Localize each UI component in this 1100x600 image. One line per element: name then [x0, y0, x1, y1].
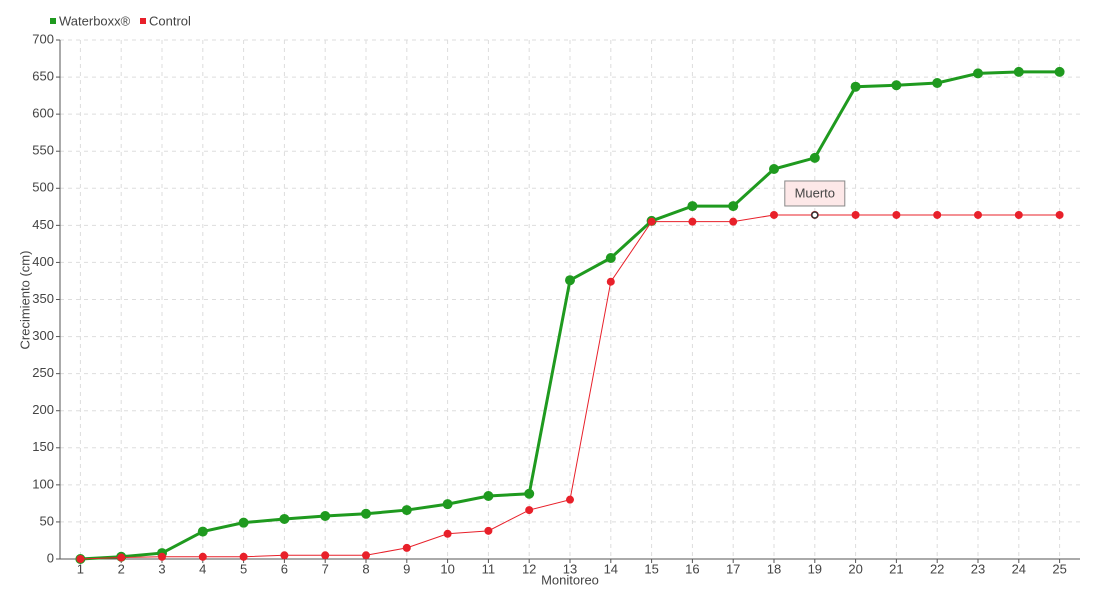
data-point	[117, 553, 126, 562]
x-tick-label: 8	[362, 561, 369, 576]
x-tick-label: 25	[1052, 561, 1066, 576]
data-point	[320, 510, 331, 521]
x-axis-label: Monitoreo	[541, 572, 599, 587]
x-tick-label: 2	[118, 561, 125, 576]
x-tick-label: 1	[77, 561, 84, 576]
x-tick-label: 24	[1012, 561, 1026, 576]
data-point	[321, 551, 330, 560]
data-point	[402, 543, 411, 552]
data-point	[647, 217, 656, 226]
data-point	[728, 201, 739, 212]
annotation-box	[784, 180, 846, 207]
y-tick-label: 350	[32, 291, 54, 306]
x-tick-label: 9	[403, 561, 410, 576]
data-point	[1055, 210, 1064, 219]
data-point	[525, 506, 534, 515]
data-point	[892, 210, 901, 219]
x-tick-label: 6	[281, 561, 288, 576]
annotation-point	[811, 211, 819, 219]
x-tick-label: 16	[685, 561, 699, 576]
data-point	[973, 68, 983, 79]
y-tick-label: 300	[32, 328, 54, 343]
x-tick-label: 5	[240, 561, 247, 576]
data-point	[239, 552, 248, 561]
x-tick-label: 23	[971, 561, 985, 576]
x-tick-label: 20	[848, 561, 862, 576]
data-point	[729, 217, 738, 226]
data-point	[606, 277, 615, 286]
legend-swatch	[140, 18, 146, 24]
y-tick-label: 200	[32, 402, 54, 417]
x-tick-label: 19	[808, 561, 822, 576]
data-point	[279, 513, 290, 524]
x-tick-label: 11	[482, 561, 496, 576]
data-point	[974, 210, 982, 219]
data-point	[605, 252, 616, 263]
data-point	[483, 490, 494, 501]
data-point	[76, 555, 85, 563]
data-point	[565, 275, 575, 286]
y-tick-label: 500	[32, 180, 54, 195]
annotation-text: Muerto	[795, 185, 835, 200]
y-tick-label: 150	[32, 439, 54, 454]
data-point	[443, 529, 452, 538]
x-tick-label: 18	[767, 561, 781, 576]
legend-label: Waterboxx®	[59, 13, 131, 28]
data-point	[1054, 66, 1065, 77]
y-tick-label: 400	[32, 254, 54, 269]
data-point	[850, 81, 861, 92]
data-point	[442, 499, 453, 510]
y-tick-label: 700	[32, 31, 54, 46]
y-axis-label: Crecimiento (cm)	[17, 251, 32, 350]
data-point	[524, 488, 535, 499]
data-point	[1014, 210, 1023, 219]
data-point	[770, 210, 778, 219]
x-tick-label: 3	[158, 561, 165, 576]
data-point	[401, 505, 412, 516]
data-point	[933, 210, 942, 219]
x-tick-label: 13	[563, 561, 577, 576]
y-tick-label: 100	[32, 476, 54, 491]
y-tick-label: 600	[32, 106, 54, 121]
data-point	[484, 526, 493, 535]
data-point	[769, 164, 779, 175]
data-point	[198, 552, 207, 561]
y-tick-label: 550	[32, 143, 54, 158]
x-tick-label: 14	[604, 561, 618, 576]
data-point	[361, 508, 371, 519]
data-point	[809, 152, 820, 163]
data-point	[1013, 66, 1024, 77]
x-tick-label: 7	[322, 561, 329, 576]
y-tick-label: 50	[40, 513, 54, 528]
y-tick-label: 250	[32, 365, 54, 380]
data-point	[891, 80, 902, 91]
x-tick-label: 4	[199, 561, 206, 576]
x-tick-label: 21	[889, 561, 903, 576]
x-tick-label: 10	[440, 561, 454, 576]
x-tick-label: 15	[644, 561, 658, 576]
x-tick-label: 12	[522, 561, 536, 576]
y-tick-label: 650	[32, 69, 54, 84]
data-point	[158, 552, 166, 561]
data-point	[566, 495, 574, 504]
data-point	[687, 201, 698, 212]
x-tick-label: 17	[726, 561, 740, 576]
data-point	[688, 217, 697, 226]
y-tick-label: 450	[32, 217, 54, 232]
data-point	[280, 551, 289, 560]
data-point	[851, 210, 860, 219]
data-point	[197, 526, 208, 537]
legend-swatch	[50, 18, 56, 24]
data-point	[238, 517, 249, 528]
y-tick-label: 0	[47, 550, 54, 565]
legend-label: Control	[149, 13, 191, 28]
data-point	[362, 551, 370, 560]
x-tick-label: 22	[930, 561, 944, 576]
data-point	[932, 78, 943, 89]
